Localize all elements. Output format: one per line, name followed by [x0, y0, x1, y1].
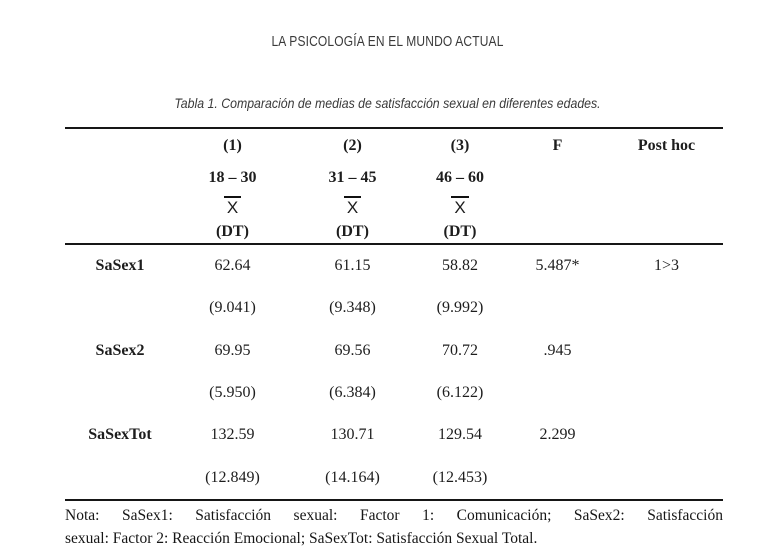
table-row-means: SaSex1 62.64 61.15 58.82 5.487* 1>3	[65, 245, 723, 287]
row-label: SaSex1	[95, 257, 145, 275]
row-label: SaSexTot	[88, 426, 152, 444]
header-age-range-3: 46 – 60	[436, 168, 484, 186]
table-header: (1) (2) (3) F Post hoc 18 – 30 31 – 45 4…	[65, 127, 723, 245]
mean-value: 132.59	[210, 426, 255, 444]
header-age-range-2: 31 – 45	[328, 168, 377, 186]
mean-value: 130.71	[330, 426, 375, 444]
header-group-1: (1)	[223, 136, 242, 154]
mean-value: 61.15	[334, 257, 371, 275]
header-group-2: (2)	[343, 136, 362, 154]
header-sd-label: (DT)	[443, 222, 477, 240]
table-body: SaSex1 62.64 61.15 58.82 5.487* 1>3 (9.0…	[65, 245, 723, 501]
mean-symbol: X	[451, 195, 469, 216]
running-head: LA PSICOLOGÍA EN EL MUNDO ACTUAL	[271, 33, 504, 50]
f-value: .945	[543, 341, 572, 359]
table-row-sds: (12.849) (14.164) (12.453)	[65, 456, 723, 498]
row-label: SaSex2	[95, 341, 145, 359]
f-value: 5.487*	[535, 257, 580, 275]
sd-value: (9.348)	[329, 299, 376, 317]
posthoc-value: 1>3	[653, 257, 680, 275]
sd-value: (9.992)	[436, 299, 484, 317]
mean-value: 62.64	[214, 257, 251, 275]
header-group-3: (3)	[450, 136, 470, 154]
table-note-line-1: Nota: SaSex1: Satisfacción sexual: Facto…	[65, 507, 723, 524]
header-age-range-1: 18 – 30	[208, 168, 257, 186]
results-table: (1) (2) (3) F Post hoc 18 – 30 31 – 45 4…	[65, 127, 723, 501]
header-posthoc: Post hoc	[637, 136, 696, 154]
table-row-sds: (5.950) (6.384) (6.122)	[65, 372, 723, 414]
mean-value: 69.95	[214, 341, 251, 359]
mean-value: 69.56	[334, 341, 371, 359]
sd-value: (6.122)	[436, 384, 484, 402]
header-sd-label: (DT)	[216, 222, 249, 240]
sd-value: (5.950)	[209, 384, 256, 402]
mean-value: 58.82	[442, 257, 478, 275]
table-caption: Tabla 1. Comparación de medias de satisf…	[174, 95, 601, 111]
table-row-means: SaSex2 69.95 69.56 70.72 .945	[65, 330, 723, 372]
mean-value: 70.72	[442, 341, 478, 359]
mean-value: 129.54	[438, 426, 482, 444]
sd-value: (12.453)	[432, 468, 488, 486]
sd-value: (12.849)	[205, 468, 260, 486]
header-f: F	[552, 136, 563, 154]
sd-value: (9.041)	[209, 299, 256, 317]
f-value: 2.299	[539, 426, 576, 444]
table-row-means: SaSexTot 132.59 130.71 129.54 2.299	[65, 414, 723, 456]
sd-value: (14.164)	[325, 468, 380, 486]
sd-value: (6.384)	[329, 384, 376, 402]
table-note-line-2: sexual: Factor 2: Reacción Emocional; Sa…	[65, 530, 538, 547]
mean-symbol: X	[343, 195, 362, 216]
table-note: Nota: SaSex1: Satisfacción sexual: Facto…	[65, 499, 723, 550]
mean-symbol: X	[223, 195, 242, 216]
header-sd-label: (DT)	[336, 222, 369, 240]
table-row-sds: (9.041) (9.348) (9.992)	[65, 287, 723, 329]
